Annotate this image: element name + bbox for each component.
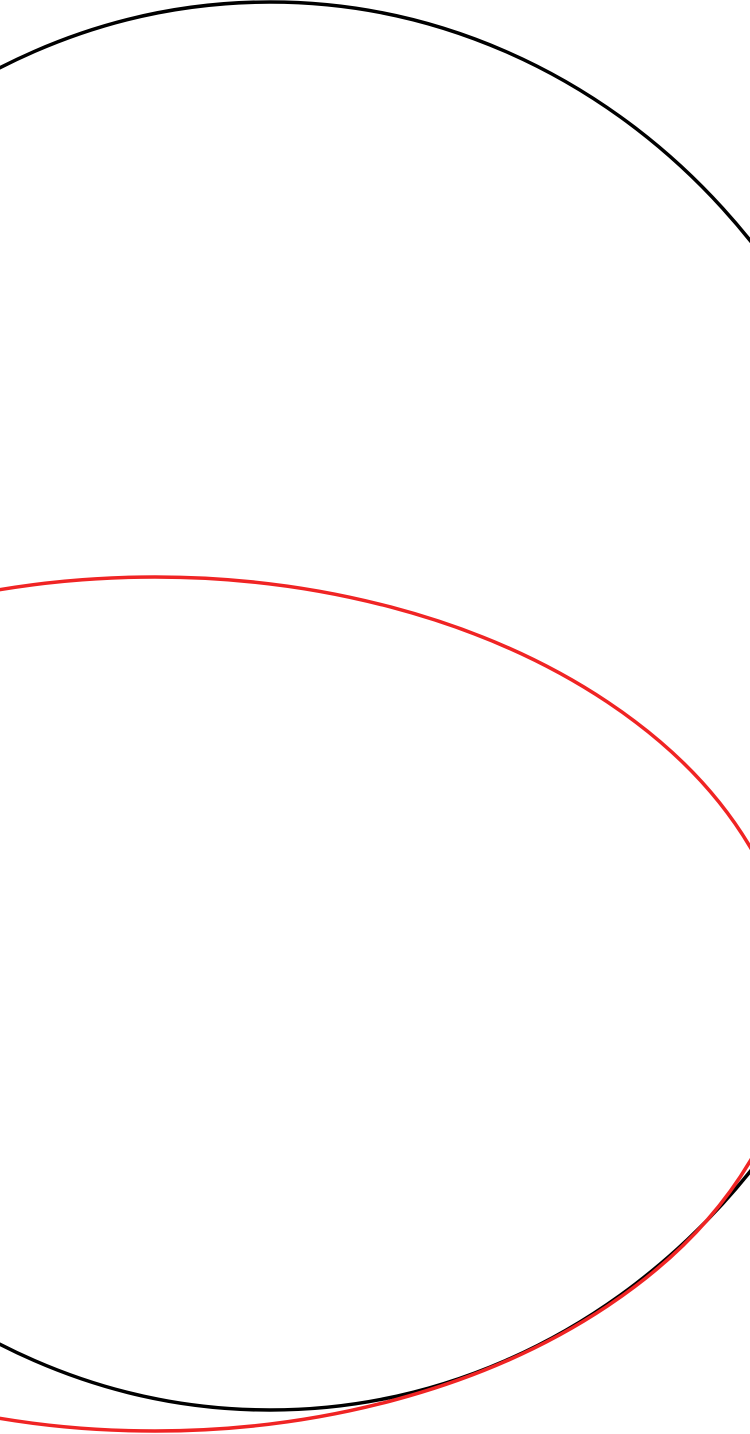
red-ellipse: [0, 575, 750, 1433]
